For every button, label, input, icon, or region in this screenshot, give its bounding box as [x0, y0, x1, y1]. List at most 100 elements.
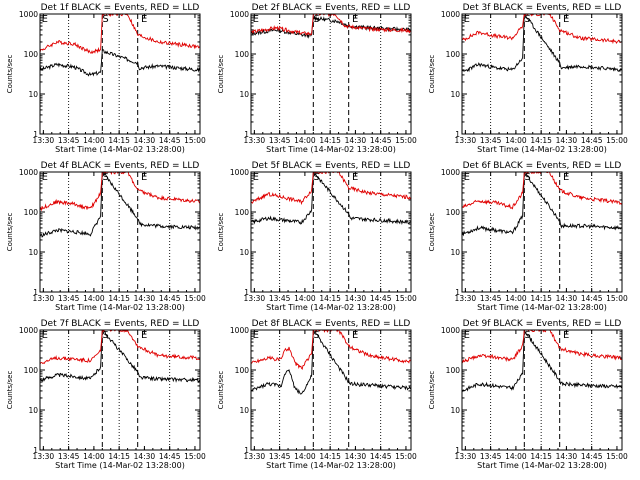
y-tick-label: 1: [455, 288, 460, 297]
events-series-line: [462, 172, 622, 237]
y-tick-label: 1: [33, 288, 38, 297]
y-tick-label: 1000: [19, 326, 38, 335]
y-tick-label: 1000: [230, 168, 249, 177]
lld-series-line: [40, 330, 200, 365]
x-tick-label: 14:30: [134, 136, 156, 145]
lld-series-line: [251, 14, 411, 36]
events-series-line: [40, 49, 200, 77]
chart-title: Det 1f BLACK = Events, RED = LLD: [41, 3, 200, 13]
chart-title: Det 3f BLACK = Events, RED = LLD: [463, 3, 622, 13]
x-tick-label: 14:15: [319, 294, 341, 303]
x-axis-label: Start Time (14-Mar-02 13:28:00): [477, 145, 607, 154]
x-tick-label: 13:45: [58, 136, 80, 145]
x-tick-label: 14:15: [530, 452, 552, 461]
events-series-line: [40, 330, 200, 384]
x-tick-label: 15:00: [395, 452, 417, 461]
y-tick-label: 100: [24, 366, 39, 375]
events-series-line: [251, 172, 411, 225]
marker-label-e: E: [464, 330, 470, 341]
x-tick-label: 15:00: [606, 294, 628, 303]
y-tick-label: 10: [28, 248, 38, 257]
plot-frame: [250, 171, 412, 293]
x-tick-label: 13:45: [58, 452, 80, 461]
x-tick-label: 14:30: [345, 136, 367, 145]
y-tick-label: 1000: [230, 10, 249, 19]
y-tick-label: 1000: [441, 168, 460, 177]
y-tick-label: 10: [239, 406, 249, 415]
plot-frame: [461, 171, 623, 293]
lld-series-line: [462, 330, 622, 364]
x-tick-label: 15:00: [184, 452, 206, 461]
x-tick-label: 14:45: [581, 294, 603, 303]
x-tick-label: 13:45: [480, 294, 502, 303]
x-tick-label: 14:30: [134, 452, 156, 461]
y-tick-label: 1000: [19, 168, 38, 177]
x-tick-label: 13:30: [244, 294, 266, 303]
x-tick-label: 14:30: [134, 294, 156, 303]
chart-title: Det 2f BLACK = Events, RED = LLD: [252, 3, 411, 13]
marker-label-e: E: [253, 330, 259, 341]
x-tick-label: 14:00: [83, 452, 105, 461]
x-tick-label: 14:00: [294, 136, 316, 145]
x-tick-label: 15:00: [606, 136, 628, 145]
x-tick-label: 13:45: [480, 452, 502, 461]
y-tick-label: 100: [446, 208, 461, 217]
y-tick-label: 100: [24, 50, 39, 59]
x-tick-label: 14:45: [370, 294, 392, 303]
x-tick-label: 13:45: [269, 294, 291, 303]
x-tick-label: 13:30: [33, 136, 55, 145]
x-tick-label: 14:45: [370, 452, 392, 461]
marker-label-s: S: [313, 14, 319, 25]
x-tick-label: 13:30: [33, 294, 55, 303]
x-tick-label: 14:00: [505, 136, 527, 145]
x-tick-label: 15:00: [184, 294, 206, 303]
marker-label-e: E: [42, 172, 48, 183]
marker-label-e: E: [141, 172, 147, 183]
x-tick-label: 14:30: [556, 452, 578, 461]
x-tick-label: 14:15: [530, 294, 552, 303]
x-tick-label: 15:00: [606, 452, 628, 461]
x-tick-label: 13:45: [480, 136, 502, 145]
events-series-line: [251, 330, 411, 395]
y-tick-label: 100: [235, 366, 250, 375]
marker-label-s: S: [102, 330, 108, 341]
y-tick-label: 1: [244, 446, 249, 455]
chart-title: Det 8f BLACK = Events, RED = LLD: [252, 319, 411, 329]
marker-label-s: S: [313, 330, 319, 341]
x-tick-label: 14:15: [108, 294, 130, 303]
x-tick-label: 14:00: [83, 136, 105, 145]
marker-label-e: E: [352, 14, 358, 25]
events-series-line: [462, 330, 622, 393]
y-tick-label: 10: [239, 90, 249, 99]
x-tick-label: 14:15: [319, 136, 341, 145]
y-tick-label: 100: [446, 50, 461, 59]
x-tick-label: 13:45: [58, 294, 80, 303]
x-axis-label: Start Time (14-Mar-02 13:28:00): [477, 303, 607, 312]
y-axis-label: Counts/sec: [6, 55, 14, 94]
y-tick-label: 1: [33, 130, 38, 139]
marker-label-s: S: [524, 14, 530, 25]
marker-label-e: E: [141, 330, 147, 341]
marker-label-e: E: [563, 172, 569, 183]
marker-label-e: E: [464, 14, 470, 25]
plot-frame: [39, 329, 201, 451]
lld-series-line: [462, 14, 622, 45]
marker-label-e: E: [253, 14, 259, 25]
y-axis-label: Counts/sec: [6, 213, 14, 252]
marker-label-s: S: [313, 172, 319, 183]
y-tick-label: 1: [455, 130, 460, 139]
marker-label-s: S: [524, 330, 530, 341]
x-tick-label: 13:30: [33, 452, 55, 461]
marker-label-e: E: [352, 172, 358, 183]
x-axis-label: Start Time (14-Mar-02 13:28:00): [55, 303, 185, 312]
events-series-line: [40, 172, 200, 238]
y-axis-label: Counts/sec: [217, 55, 225, 94]
y-tick-label: 100: [235, 208, 250, 217]
x-tick-label: 14:15: [108, 452, 130, 461]
